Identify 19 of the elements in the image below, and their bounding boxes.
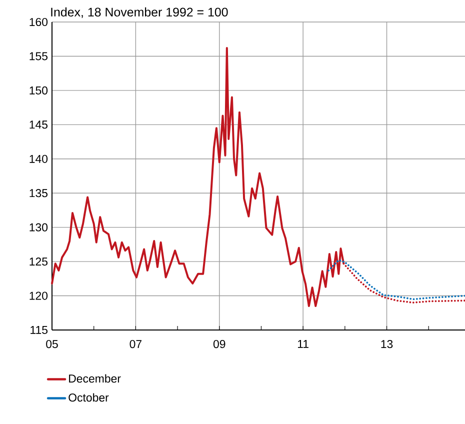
x-tick-label: 11 <box>298 340 308 348</box>
y-axis-title: Index, 18 November 1992 = 100 <box>51 7 228 18</box>
y-tick-label: 135 <box>30 189 48 198</box>
y-tick-label: 150 <box>30 86 48 94</box>
x-tick-label: 05 <box>46 340 58 348</box>
y-tick-label: 160 <box>30 18 48 26</box>
x-tick-label: 09 <box>213 340 226 348</box>
line-series <box>328 259 465 300</box>
legend-label: December <box>69 374 121 383</box>
legend-label: October <box>68 393 109 402</box>
y-tick-label: 155 <box>30 52 48 60</box>
y-tick-label: 125 <box>30 258 48 266</box>
x-tick-label: 07 <box>130 340 142 348</box>
y-tick-label: 120 <box>30 292 48 300</box>
x-tick-label: 13 <box>381 340 393 348</box>
y-tick-label: 115 <box>30 326 48 334</box>
y-tick-label: 145 <box>30 120 48 129</box>
y-tick-label: 140 <box>30 154 48 163</box>
y-tick-label: 130 <box>30 223 48 232</box>
